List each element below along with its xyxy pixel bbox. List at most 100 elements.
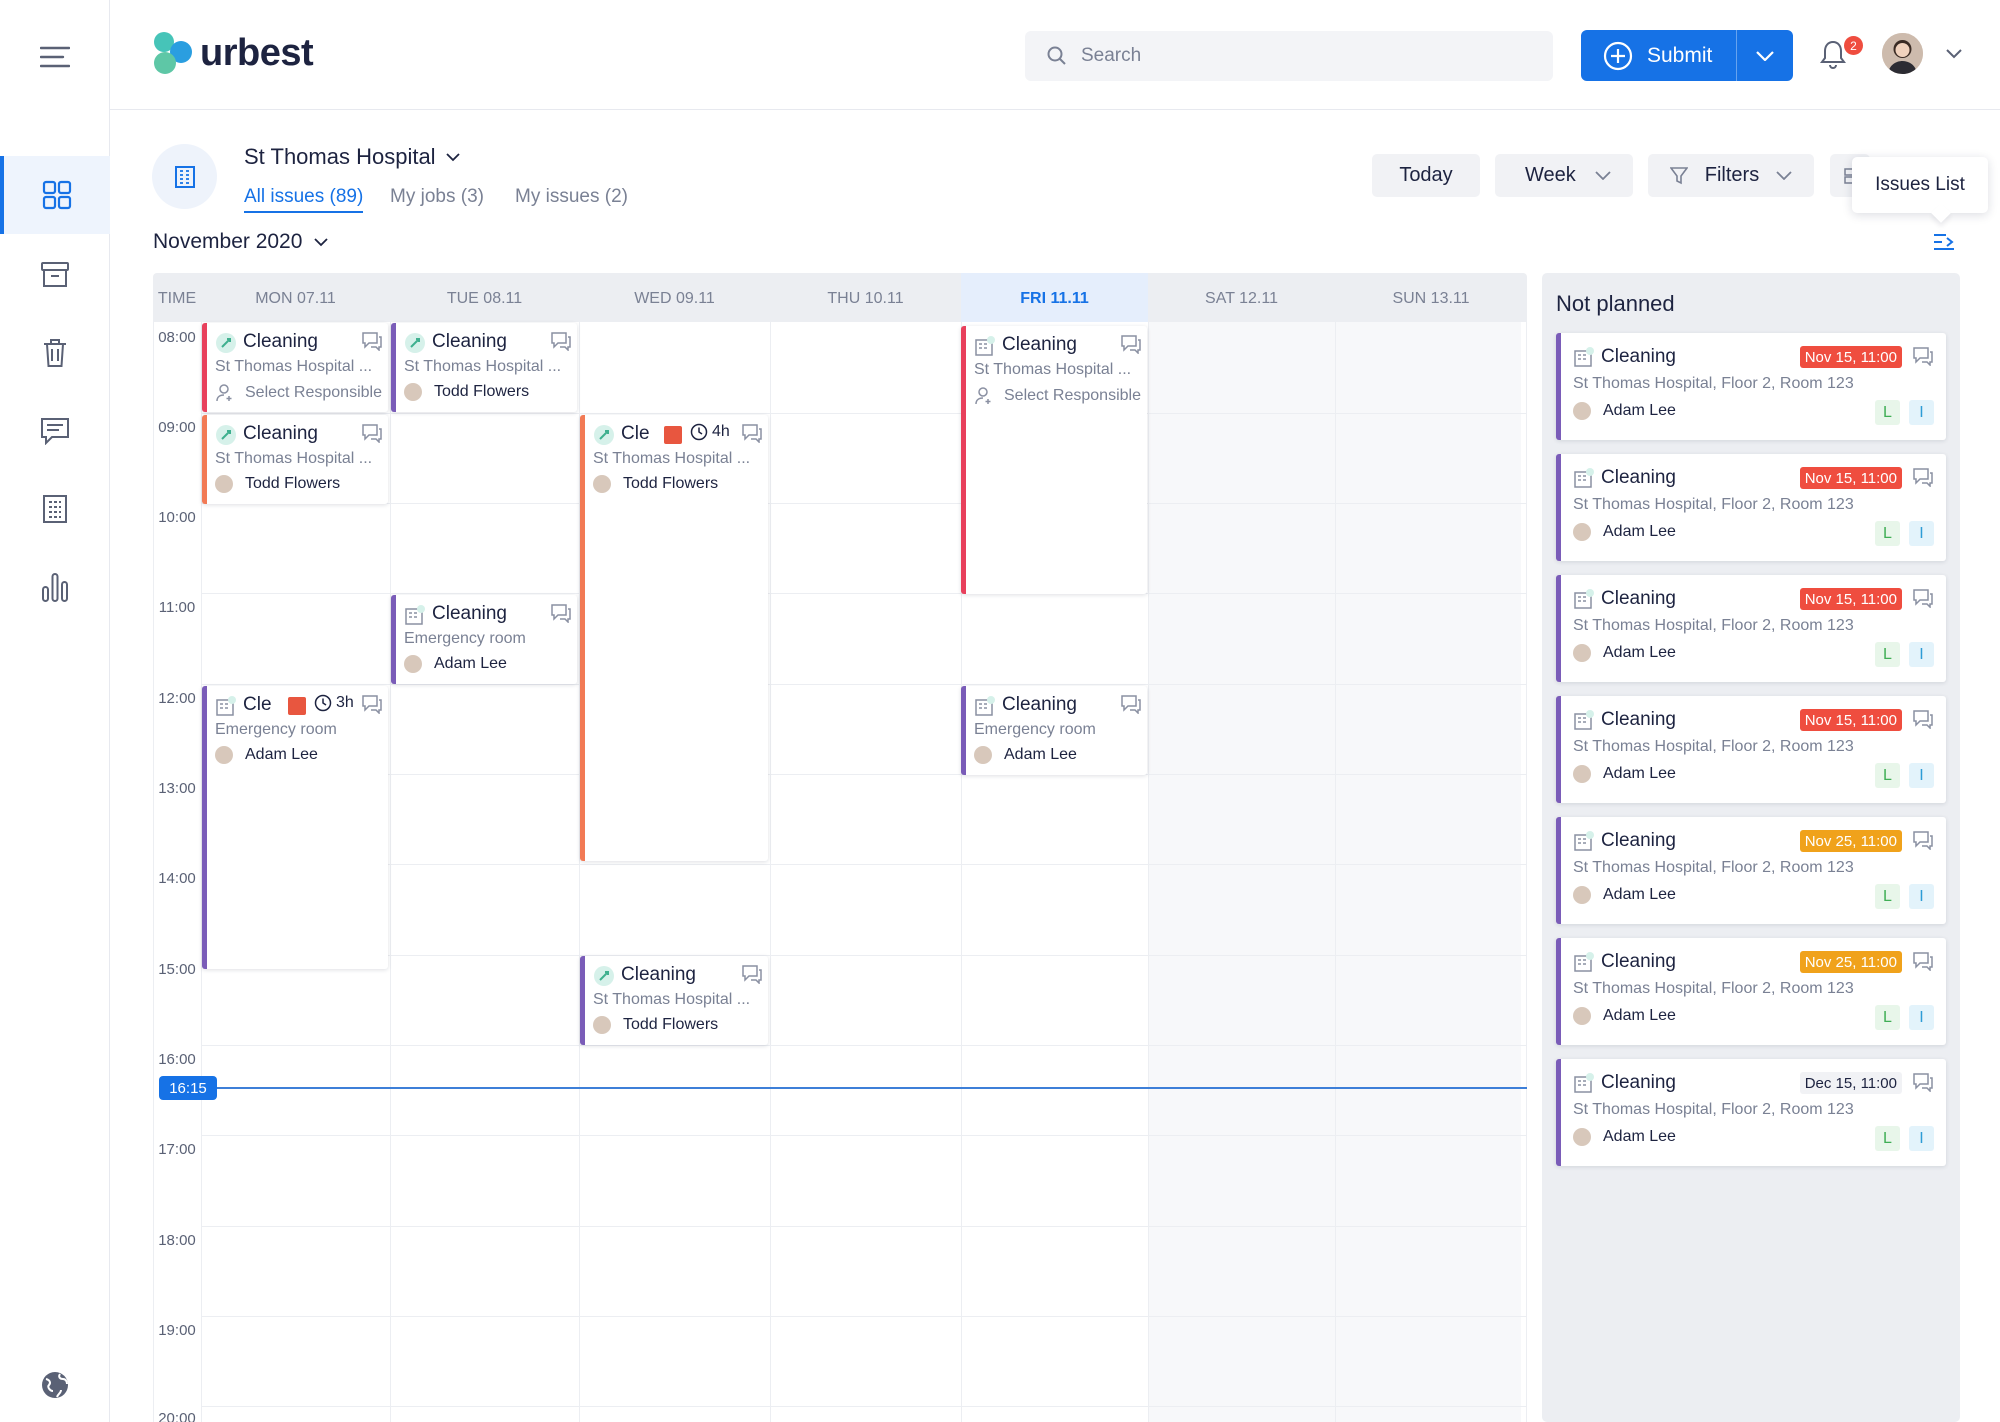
- chat-icon[interactable]: [741, 423, 763, 443]
- menu-icon[interactable]: [0, 18, 110, 96]
- calendar-event[interactable]: Cleaning St Thomas Hospital ... Todd Flo…: [391, 323, 577, 412]
- brand-logo[interactable]: urbest: [152, 30, 314, 76]
- calendar-event[interactable]: Cle 4h St Thomas Hospital ... Todd Flowe…: [580, 415, 768, 861]
- sidebar-item-reports[interactable]: [0, 548, 110, 626]
- view-selector[interactable]: Week: [1495, 154, 1633, 197]
- not-planned-card[interactable]: Cleaning Nov 15, 11:00 St Thomas Hospital,…: [1556, 575, 1946, 682]
- calendar-event[interactable]: Cleaning St Thomas Hospital ... Select R…: [202, 323, 388, 412]
- globe-icon[interactable]: [0, 1346, 110, 1422]
- chat-icon[interactable]: [1912, 951, 1934, 971]
- day-header-today[interactable]: FRI 11.11: [1020, 290, 1089, 307]
- not-planned-card[interactable]: Cleaning Nov 25, 11:00 St Thomas Hospital,…: [1556, 817, 1946, 924]
- event-assignee[interactable]: Todd Flowers: [593, 1016, 718, 1034]
- card-tag-l[interactable]: L: [1875, 763, 1900, 788]
- event-assignee[interactable]: Select Responsible: [215, 383, 382, 403]
- notification-count-badge: 2: [1844, 36, 1863, 55]
- card-assignee[interactable]: Adam Lee: [1573, 1128, 1676, 1146]
- user-menu-chevron-icon[interactable]: [1946, 46, 1962, 64]
- avatar: [593, 475, 611, 493]
- list-toggle-icon[interactable]: [1933, 233, 1955, 256]
- chat-icon[interactable]: [361, 694, 383, 714]
- calendar-event[interactable]: Cleaning Emergency room Adam Lee: [961, 686, 1147, 775]
- tab-my-issues[interactable]: My issues (2): [515, 186, 628, 207]
- sidebar-item-dashboard[interactable]: [0, 156, 110, 234]
- day-header[interactable]: TUE 08.11: [446, 290, 523, 307]
- filters-button[interactable]: Filters: [1648, 154, 1814, 197]
- card-assignee[interactable]: Adam Lee: [1573, 886, 1676, 904]
- chat-icon[interactable]: [1912, 1072, 1934, 1092]
- chat-icon[interactable]: [1912, 709, 1934, 729]
- card-tag-i[interactable]: I: [1909, 1126, 1934, 1151]
- card-tag-i[interactable]: I: [1909, 1005, 1934, 1030]
- card-assignee[interactable]: Adam Lee: [1573, 1007, 1676, 1025]
- card-tag-l[interactable]: L: [1875, 400, 1900, 425]
- not-planned-card[interactable]: Cleaning Nov 15, 11:00 St Thomas Hospital,…: [1556, 696, 1946, 803]
- calendar-event[interactable]: Cleaning St Thomas Hospital ... Todd Flo…: [202, 415, 388, 504]
- event-assignee[interactable]: Todd Flowers: [593, 475, 718, 493]
- site-selector[interactable]: St Thomas Hospital: [244, 144, 460, 170]
- calendar-event[interactable]: Cle 3h Emergency room Adam Lee: [202, 686, 388, 969]
- chat-icon[interactable]: [361, 331, 383, 351]
- card-tag-l[interactable]: L: [1875, 521, 1900, 546]
- search-input[interactable]: [1081, 45, 1521, 67]
- submit-button[interactable]: Submit: [1581, 30, 1736, 81]
- not-planned-card[interactable]: Cleaning Nov 15, 11:00 St Thomas Hospital,…: [1556, 333, 1946, 440]
- sidebar-item-archive[interactable]: [0, 236, 110, 314]
- user-avatar[interactable]: [1882, 33, 1923, 74]
- not-planned-card[interactable]: Cleaning Nov 15, 11:00 St Thomas Hospital,…: [1556, 454, 1946, 561]
- chat-icon[interactable]: [1120, 694, 1142, 714]
- card-assignee[interactable]: Adam Lee: [1573, 523, 1676, 541]
- card-tag-i[interactable]: I: [1909, 884, 1934, 909]
- grid-line: [770, 322, 771, 1422]
- day-header[interactable]: THU 10.11: [827, 290, 904, 307]
- today-button[interactable]: Today: [1372, 154, 1480, 197]
- card-title: Cleaning: [1601, 1072, 1676, 1093]
- day-header[interactable]: WED 09.11: [634, 290, 715, 307]
- card-tag-i[interactable]: I: [1909, 763, 1934, 788]
- chat-icon[interactable]: [1912, 467, 1934, 487]
- chat-icon[interactable]: [1120, 334, 1142, 354]
- tab-my-jobs[interactable]: My jobs (3): [390, 186, 484, 207]
- notifications-button[interactable]: 2: [1820, 36, 1863, 76]
- event-assignee[interactable]: Adam Lee: [215, 746, 318, 764]
- sidebar-item-buildings[interactable]: [0, 470, 110, 548]
- card-tag-l[interactable]: L: [1875, 1126, 1900, 1151]
- chat-icon[interactable]: [361, 423, 383, 443]
- event-assignee[interactable]: Select Responsible: [974, 386, 1141, 406]
- day-header[interactable]: MON 07.11: [255, 290, 336, 307]
- calendar-event[interactable]: Cleaning St Thomas Hospital ... Todd Flo…: [580, 956, 768, 1045]
- card-assignee[interactable]: Adam Lee: [1573, 402, 1676, 420]
- submit-dropdown-button[interactable]: [1736, 30, 1793, 81]
- not-planned-card[interactable]: Cleaning Nov 25, 11:00 St Thomas Hospital,…: [1556, 938, 1946, 1045]
- day-header[interactable]: SUN 13.11: [1392, 290, 1470, 307]
- search-box[interactable]: [1025, 31, 1553, 81]
- chat-icon[interactable]: [550, 603, 572, 623]
- chat-icon[interactable]: [1912, 346, 1934, 366]
- card-tag-i[interactable]: I: [1909, 521, 1934, 546]
- card-tag-l[interactable]: L: [1875, 642, 1900, 667]
- chat-icon[interactable]: [1912, 830, 1934, 850]
- card-tag-l[interactable]: L: [1875, 1005, 1900, 1030]
- card-tag-i[interactable]: I: [1909, 642, 1934, 667]
- grid-line: [201, 322, 202, 1422]
- calendar-event[interactable]: Cleaning Emergency room Adam Lee: [391, 595, 577, 684]
- month-selector[interactable]: November 2020: [153, 230, 329, 254]
- day-header[interactable]: SAT 12.11: [1205, 290, 1278, 307]
- event-assignee[interactable]: Adam Lee: [404, 655, 507, 673]
- chat-icon[interactable]: [1912, 588, 1934, 608]
- event-assignee[interactable]: Adam Lee: [974, 746, 1077, 764]
- not-planned-card[interactable]: Cleaning Dec 15, 11:00 St Thomas Hospital,…: [1556, 1059, 1946, 1166]
- card-tag-i[interactable]: I: [1909, 400, 1934, 425]
- chat-icon[interactable]: [550, 331, 572, 351]
- tab-all-issues[interactable]: All issues (89): [244, 186, 364, 213]
- calendar-event[interactable]: Cleaning St Thomas Hospital ... Select R…: [961, 326, 1147, 594]
- event-assignee[interactable]: Todd Flowers: [215, 475, 340, 493]
- card-assignee[interactable]: Adam Lee: [1573, 765, 1676, 783]
- event-assignee[interactable]: Todd Flowers: [404, 383, 529, 401]
- card-assignee[interactable]: Adam Lee: [1573, 644, 1676, 662]
- sidebar-item-messages[interactable]: [0, 392, 110, 470]
- sidebar-item-trash[interactable]: [0, 314, 110, 392]
- chat-icon[interactable]: [741, 964, 763, 984]
- card-tag-l[interactable]: L: [1875, 884, 1900, 909]
